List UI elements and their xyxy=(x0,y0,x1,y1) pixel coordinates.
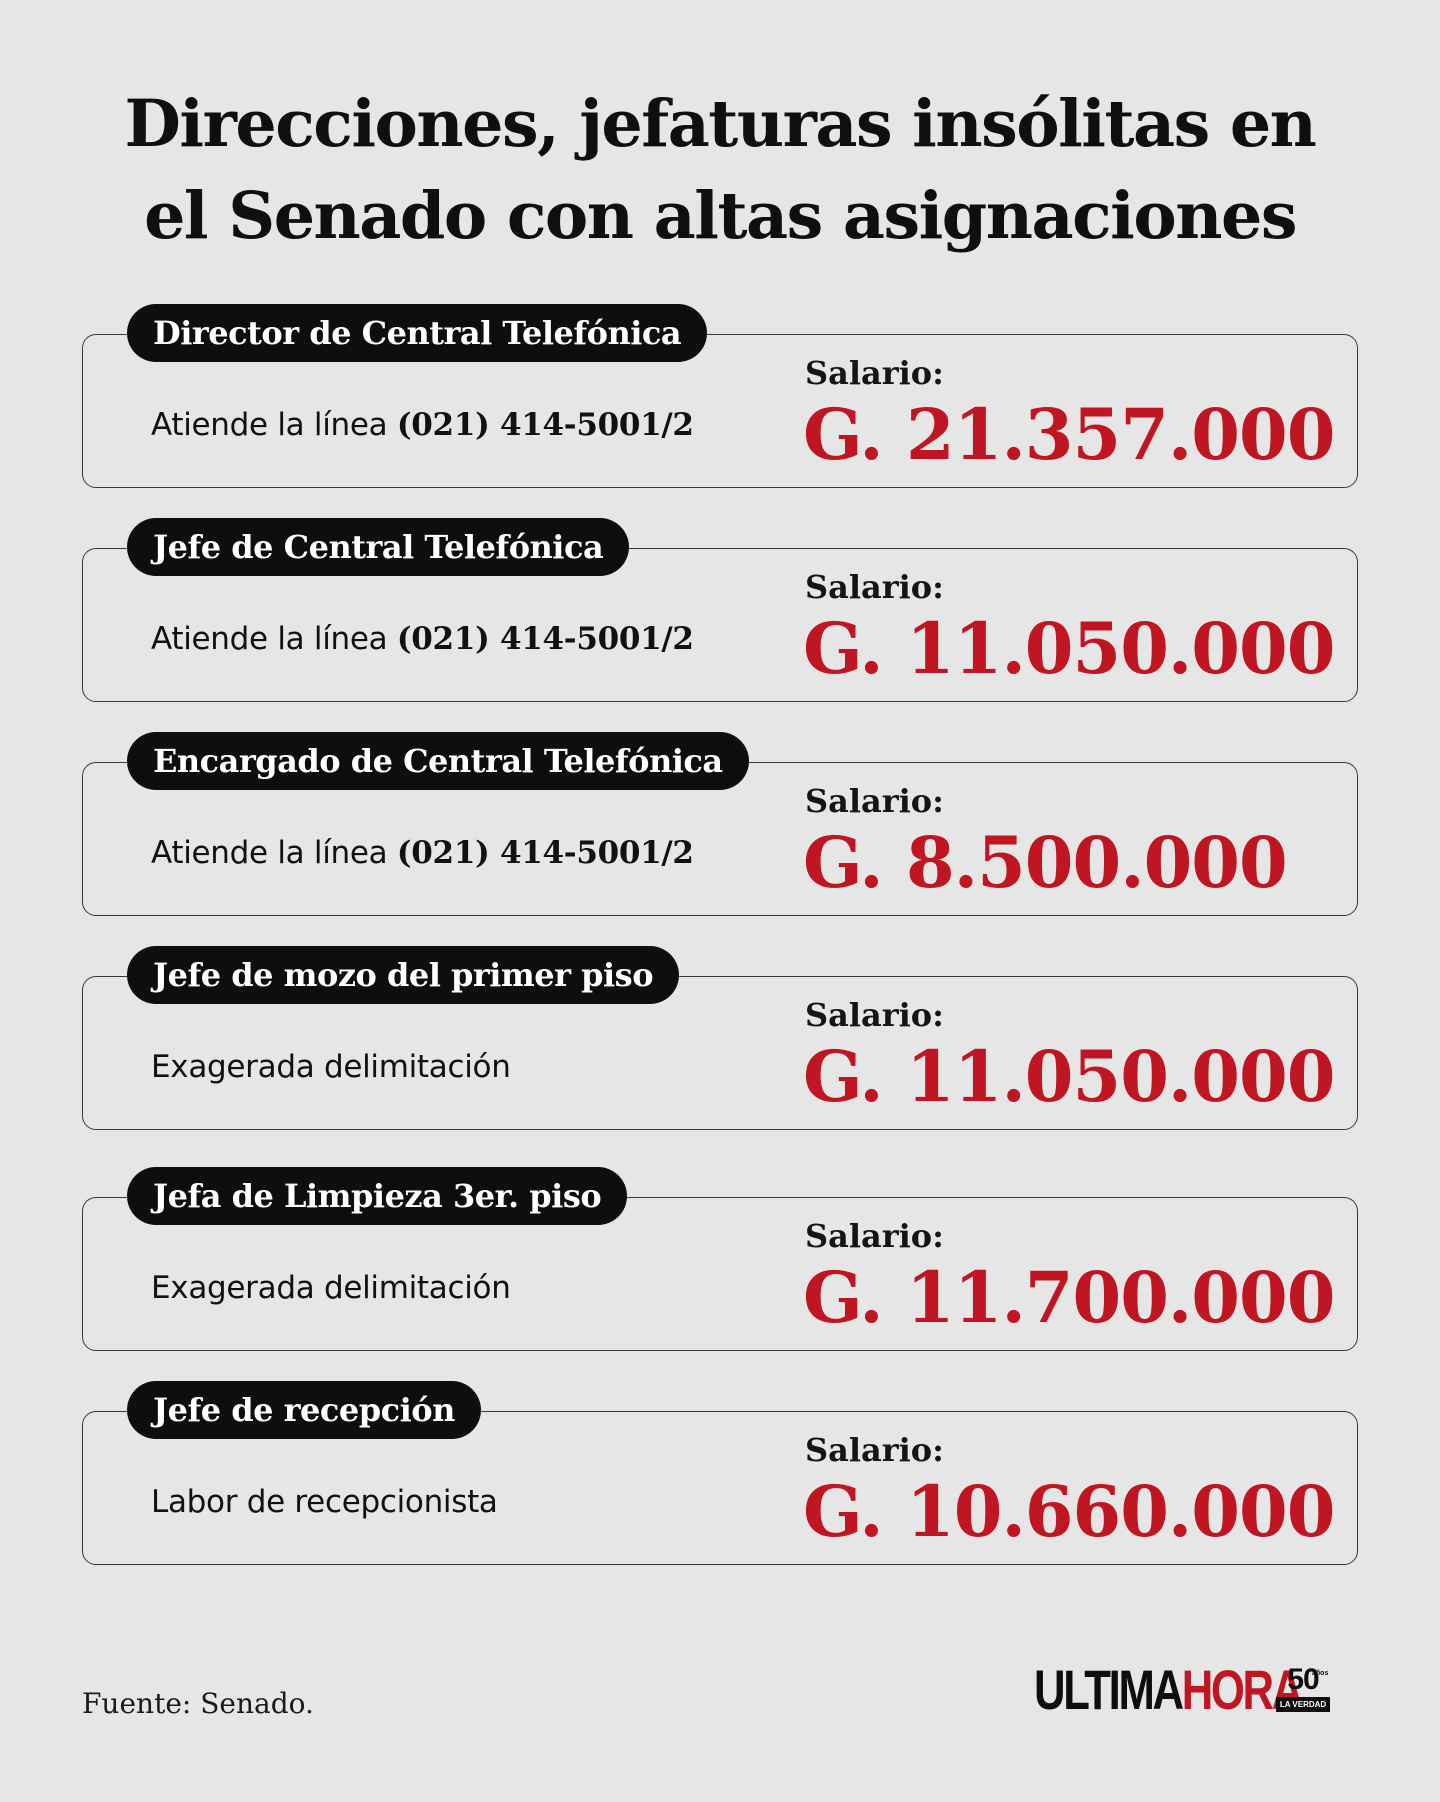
salary-value: G. 10.660.000 xyxy=(803,1470,1335,1553)
salary-card: Jefa de Limpieza 3er. piso Exagerada del… xyxy=(82,1167,1358,1351)
salary-label: Salario: xyxy=(805,782,944,820)
ultimahora-logo: ULTIMAHORA 50 años LA VERDAD xyxy=(1034,1660,1330,1720)
phone-number: (021) 414-5001/2 xyxy=(396,621,694,657)
salary-card: Jefe de recepción Labor de recepcionista… xyxy=(82,1381,1358,1565)
role-label: Director de Central Telefónica xyxy=(127,304,708,362)
salary-card: Encargado de Central Telefónica Atiende … xyxy=(82,732,1358,916)
role-description: Exagerada delimitación xyxy=(151,1047,511,1087)
logo-wordmark: ULTIMAHORA xyxy=(1034,1658,1303,1721)
description-text: Labor de recepcionista xyxy=(151,1484,498,1520)
description-text: Atiende la línea xyxy=(151,621,397,657)
salary-card: Jefe de mozo del primer piso Exagerada d… xyxy=(82,946,1358,1130)
badge-number: 50 xyxy=(1287,1663,1319,1696)
description-text: Atiende la línea xyxy=(151,407,397,443)
source-note: Fuente: Senado. xyxy=(82,1687,314,1720)
role-description: Atiende la línea (021) 414-5001/2 xyxy=(151,405,694,445)
salary-label: Salario: xyxy=(805,1431,944,1469)
phone-number: (021) 414-5001/2 xyxy=(396,835,694,871)
salary-card: Director de Central Telefónica Atiende l… xyxy=(82,304,1358,488)
salary-label: Salario: xyxy=(805,354,944,392)
badge-bar: LA VERDAD xyxy=(1276,1697,1330,1712)
role-label: Jefa de Limpieza 3er. piso xyxy=(127,1167,628,1225)
salary-value: G. 11.050.000 xyxy=(803,607,1335,690)
salary-label: Salario: xyxy=(805,996,944,1034)
logo-ultima: ULTIMA xyxy=(1034,1658,1184,1721)
role-description: Atiende la línea (021) 414-5001/2 xyxy=(151,619,694,659)
description-text: Exagerada delimitación xyxy=(151,1270,511,1306)
salary-label: Salario: xyxy=(805,1217,944,1255)
salary-value: G. 11.700.000 xyxy=(803,1256,1335,1339)
role-description: Labor de recepcionista xyxy=(151,1482,498,1522)
role-description: Atiende la línea (021) 414-5001/2 xyxy=(151,833,694,873)
salary-card: Jefe de Central Telefónica Atiende la lí… xyxy=(82,518,1358,702)
page-title: Direcciones, jefaturas insólitas en el S… xyxy=(60,78,1380,262)
title-line-1: Direcciones, jefaturas insólitas en xyxy=(124,86,1317,162)
anniversary-badge: 50 años LA VERDAD xyxy=(1276,1664,1330,1716)
salary-label: Salario: xyxy=(805,568,944,606)
salary-value: G. 11.050.000 xyxy=(803,1035,1335,1118)
phone-number: (021) 414-5001/2 xyxy=(396,407,694,443)
badge-small-text: años xyxy=(1312,1670,1329,1677)
role-label: Jefe de mozo del primer piso xyxy=(127,946,680,1004)
role-label: Jefe de Central Telefónica xyxy=(127,518,630,576)
description-text: Exagerada delimitación xyxy=(151,1049,511,1085)
role-label: Jefe de recepción xyxy=(127,1381,481,1439)
role-label: Encargado de Central Telefónica xyxy=(127,732,749,790)
role-description: Exagerada delimitación xyxy=(151,1268,511,1308)
salary-value: G. 8.500.000 xyxy=(803,821,1288,904)
salary-value: G. 21.357.000 xyxy=(803,393,1335,476)
description-text: Atiende la línea xyxy=(151,835,397,871)
title-line-2: el Senado con altas asignaciones xyxy=(144,178,1297,254)
